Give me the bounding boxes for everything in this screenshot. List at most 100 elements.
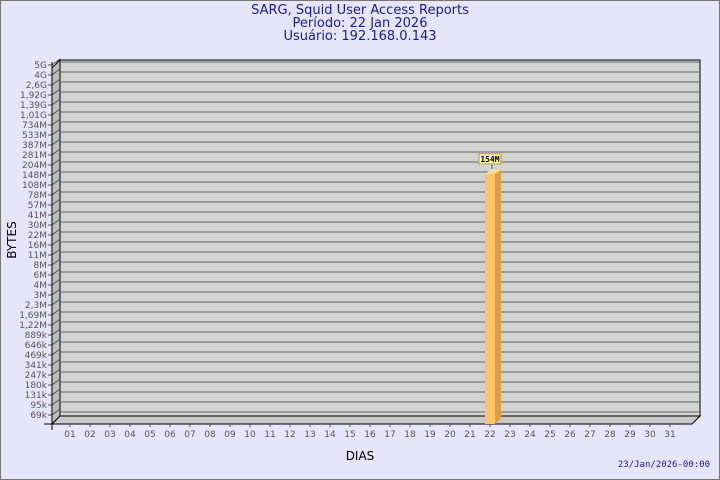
x-tick-label: 12 bbox=[284, 430, 295, 440]
y-tick-label: 57M bbox=[28, 201, 47, 211]
x-tick-label: 14 bbox=[324, 430, 336, 440]
y-tick-slant bbox=[51, 308, 61, 316]
x-tick-label: 08 bbox=[204, 430, 216, 440]
y-tick-label: 5G bbox=[34, 61, 47, 71]
y-tick-slant bbox=[51, 178, 61, 186]
y-tick-slant bbox=[51, 408, 61, 416]
y-tick-slant bbox=[51, 228, 61, 236]
y-tick-slant bbox=[51, 368, 61, 376]
y-tick-label: 387M bbox=[22, 141, 47, 151]
x-tick-label: 29 bbox=[624, 430, 636, 440]
y-tick-slant bbox=[51, 198, 61, 206]
y-tick-slant bbox=[51, 358, 61, 366]
y-tick-label: 131k bbox=[25, 391, 48, 401]
y-tick-slant bbox=[51, 158, 61, 166]
chart-user: Usuário: 192.168.0.143 bbox=[283, 29, 437, 44]
y-axis-title: BYTES bbox=[5, 221, 19, 258]
y-tick-label: 341k bbox=[25, 361, 48, 371]
y-tick-label: 148M bbox=[22, 171, 47, 181]
y-tick-label: 469k bbox=[25, 351, 48, 361]
y-tick-label: 247k bbox=[25, 371, 48, 381]
y-tick-slant bbox=[51, 398, 61, 406]
y-tick-label: 6M bbox=[34, 271, 48, 281]
y-tick-slant bbox=[51, 138, 61, 146]
x-tick-label: 19 bbox=[424, 430, 436, 440]
x-tick-label: 03 bbox=[104, 430, 115, 440]
x-tick-label: 23 bbox=[504, 430, 515, 440]
y-tick-slant bbox=[51, 328, 61, 336]
x-tick-label: 21 bbox=[464, 430, 475, 440]
x-tick-label: 17 bbox=[384, 430, 395, 440]
x-tick-label: 26 bbox=[564, 430, 576, 440]
y-tick-slant bbox=[51, 378, 61, 386]
y-tick-label: 533M bbox=[22, 131, 47, 141]
y-tick-label: 204M bbox=[22, 161, 47, 171]
x-tick-label: 18 bbox=[404, 430, 416, 440]
y-tick-label: 2,3M bbox=[25, 301, 47, 311]
x-tick-label: 16 bbox=[364, 430, 376, 440]
y-tick-slant bbox=[51, 168, 61, 176]
x-tick-label: 10 bbox=[244, 430, 256, 440]
y-tick-label: 1,22M bbox=[19, 321, 47, 331]
bar-top bbox=[485, 169, 501, 174]
y-tick-label: 1,01G bbox=[20, 111, 47, 121]
y-tick-slant bbox=[51, 88, 61, 96]
chart-period: Período: 22 Jan 2026 bbox=[292, 16, 428, 31]
y-tick-slant bbox=[51, 98, 61, 106]
x-tick-label: 22 bbox=[484, 430, 495, 440]
y-tick-label: 1,92G bbox=[20, 91, 47, 101]
y-tick-slant bbox=[51, 108, 61, 116]
y-tick-label: 646k bbox=[25, 341, 48, 351]
y-tick-slant bbox=[51, 278, 61, 286]
x-tick-label: 30 bbox=[644, 430, 656, 440]
bar-side bbox=[495, 169, 501, 424]
y-tick-label: 4G bbox=[34, 71, 47, 81]
x-tick-label: 04 bbox=[124, 430, 136, 440]
x-tick-label: 25 bbox=[544, 430, 555, 440]
y-tick-slant bbox=[51, 338, 61, 346]
y-tick-slant bbox=[51, 58, 61, 66]
x-tick-label: 20 bbox=[444, 430, 456, 440]
x-tick-label: 02 bbox=[84, 430, 95, 440]
y-tick-slant bbox=[51, 128, 61, 136]
y-tick-label: 8M bbox=[34, 261, 48, 271]
x-tick-label: 27 bbox=[584, 430, 595, 440]
y-tick-label: 281M bbox=[22, 151, 47, 161]
y-tick-label: 1,69M bbox=[19, 311, 47, 321]
x-tick-label: 05 bbox=[144, 430, 155, 440]
y-tick-label: 30M bbox=[28, 221, 47, 231]
y-tick-slant bbox=[51, 268, 61, 276]
x-tick-label: 24 bbox=[524, 430, 536, 440]
x-tick-label: 09 bbox=[224, 430, 236, 440]
y-tick-label: 2,6G bbox=[26, 81, 47, 91]
x-tick-label: 07 bbox=[184, 430, 195, 440]
y-tick-slant bbox=[51, 388, 61, 396]
y-tick-label: 41M bbox=[28, 211, 47, 221]
y-tick-label: 95k bbox=[30, 401, 47, 411]
plot-floor bbox=[50, 415, 702, 425]
bar-value-label: 154M bbox=[480, 155, 499, 164]
x-tick-label: 31 bbox=[664, 430, 675, 440]
generated-timestamp: 23/Jan/2026-00:00 bbox=[617, 460, 710, 470]
bar-label-box bbox=[478, 153, 502, 165]
y-tick-label: 3M bbox=[34, 291, 48, 301]
x-axis-title: DIAS bbox=[346, 449, 375, 463]
y-tick-slant bbox=[51, 318, 61, 326]
y-tick-slant bbox=[51, 78, 61, 86]
x-tick-label: 06 bbox=[164, 430, 176, 440]
y-tick-label: 16M bbox=[28, 241, 47, 251]
bar bbox=[485, 173, 495, 424]
y-tick-label: 22M bbox=[28, 231, 47, 241]
plot-back-wall bbox=[59, 59, 701, 417]
chart-title: SARG, Squid User Access Reports bbox=[251, 3, 469, 18]
y-tick-label: 108M bbox=[22, 181, 47, 191]
y-tick-slant bbox=[51, 238, 61, 246]
y-tick-slant bbox=[51, 298, 61, 306]
x-tick-label: 28 bbox=[604, 430, 616, 440]
y-tick-slant bbox=[51, 348, 61, 356]
x-tick-label: 15 bbox=[344, 430, 355, 440]
y-tick-slant bbox=[51, 118, 61, 126]
x-tick-label: 01 bbox=[64, 430, 75, 440]
y-tick-label: 889k bbox=[25, 331, 48, 341]
